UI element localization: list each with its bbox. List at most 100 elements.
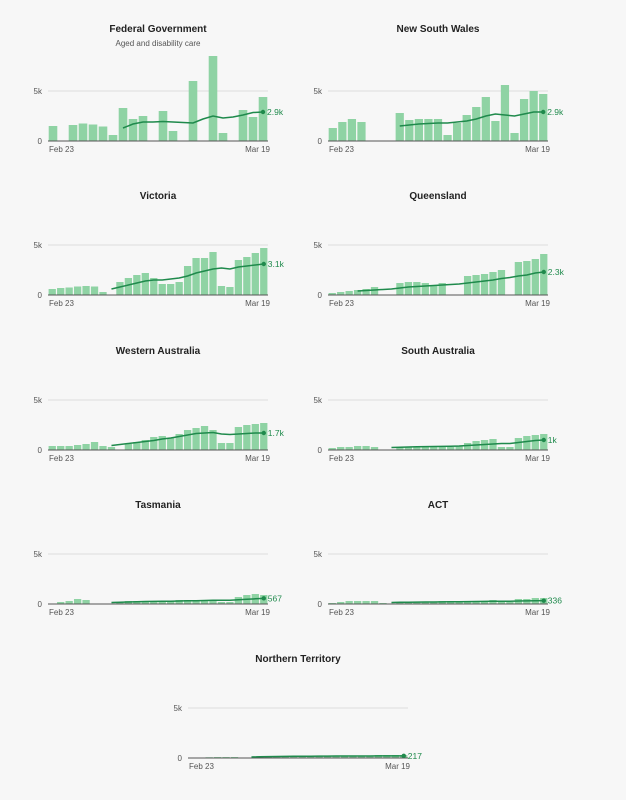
bar (118, 108, 128, 141)
chart-western-australia: Western Australia 0 5k 1.7k Feb 23 Mar 19 (34, 346, 285, 463)
moving-average-label: 3.1k (268, 259, 285, 269)
bar (396, 283, 404, 295)
bar (345, 601, 353, 604)
bar (251, 424, 259, 450)
chart-title: Tasmania (135, 500, 181, 511)
moving-average-label: 336 (548, 596, 562, 606)
bar (183, 266, 192, 295)
bar (353, 290, 362, 295)
bar (234, 427, 243, 450)
bar (168, 131, 178, 141)
y-tick-label: 5k (314, 396, 323, 405)
chart-title: South Australia (401, 346, 475, 357)
x-label-start: Feb 23 (49, 145, 74, 154)
bar (366, 756, 374, 758)
x-label-start: Feb 23 (49, 299, 74, 308)
bar (497, 601, 506, 604)
bar (424, 119, 433, 141)
bar (531, 259, 539, 295)
bar (462, 115, 471, 141)
bar (472, 107, 481, 141)
bar (463, 443, 472, 450)
bar (260, 423, 268, 450)
bar (519, 99, 529, 141)
x-label-end: Mar 19 (245, 299, 270, 308)
bar (175, 434, 183, 450)
moving-average-label: 2.9k (547, 107, 564, 117)
y-tick-label: 5k (314, 550, 323, 559)
bar (523, 261, 531, 295)
chart-queensland: Queensland 0 5k 2.3k Feb 23 Mar 19 (314, 191, 565, 308)
bar (217, 443, 226, 450)
bar (65, 446, 73, 450)
bar (82, 444, 90, 450)
bar (65, 601, 73, 604)
moving-average-label: 567 (268, 593, 282, 603)
bar (404, 602, 413, 604)
bar (218, 133, 228, 141)
bar (183, 430, 192, 450)
bar (73, 286, 82, 295)
bar (347, 119, 357, 141)
bar (116, 282, 124, 295)
bar (57, 602, 65, 604)
bar (200, 600, 209, 604)
x-label-start: Feb 23 (49, 608, 74, 617)
bar (345, 447, 353, 450)
bar (438, 283, 446, 295)
bar (362, 601, 370, 604)
moving-average-endpoint (541, 437, 546, 443)
bar (209, 252, 217, 295)
bar (150, 601, 158, 604)
bar (209, 430, 217, 450)
moving-average-endpoint (541, 598, 546, 603)
bar (108, 135, 118, 141)
bar (78, 123, 88, 141)
bar (349, 756, 357, 758)
chart-title: New South Wales (397, 24, 480, 35)
bar (362, 446, 370, 450)
bar (99, 446, 107, 450)
bar (353, 601, 362, 604)
chart-title: Victoria (140, 191, 177, 202)
bar (396, 447, 404, 450)
bar (489, 272, 497, 295)
bar (226, 602, 234, 604)
chart-new-south-wales: New South Wales 0 5k 2.9k Feb 23 Mar 19 (314, 24, 564, 154)
y-tick-label: 0 (38, 291, 43, 300)
bar (238, 110, 248, 141)
moving-average-line (122, 111, 264, 129)
bar (57, 288, 65, 295)
y-tick-label: 0 (178, 754, 183, 763)
chart-tasmania: Tasmania 0 5k 567 Feb 23 Mar 19 (34, 500, 283, 617)
moving-average-endpoint (261, 596, 266, 601)
bar (453, 123, 462, 141)
bar (209, 600, 217, 604)
x-label-start: Feb 23 (329, 145, 354, 154)
bar (497, 447, 506, 450)
moving-average-label: 2.3k (548, 267, 565, 277)
y-tick-label: 5k (34, 396, 43, 405)
bar (430, 447, 438, 450)
y-tick-label: 0 (318, 291, 323, 300)
bar (82, 286, 90, 295)
bar (192, 428, 200, 450)
bar (226, 287, 234, 295)
bar (88, 124, 98, 141)
bar (332, 756, 340, 758)
moving-average-line (111, 431, 264, 447)
bar (338, 122, 347, 141)
bar (438, 447, 446, 450)
chart-subtitle: Aged and disability care (116, 39, 201, 48)
bar (243, 425, 251, 450)
bar (68, 125, 78, 141)
bar (90, 442, 99, 450)
bar (421, 447, 429, 450)
x-label-start: Feb 23 (329, 299, 354, 308)
moving-average-line (111, 263, 264, 290)
bar (217, 602, 226, 604)
bar (337, 602, 345, 604)
bar (234, 260, 243, 295)
bar (472, 275, 480, 295)
bar (315, 756, 323, 758)
